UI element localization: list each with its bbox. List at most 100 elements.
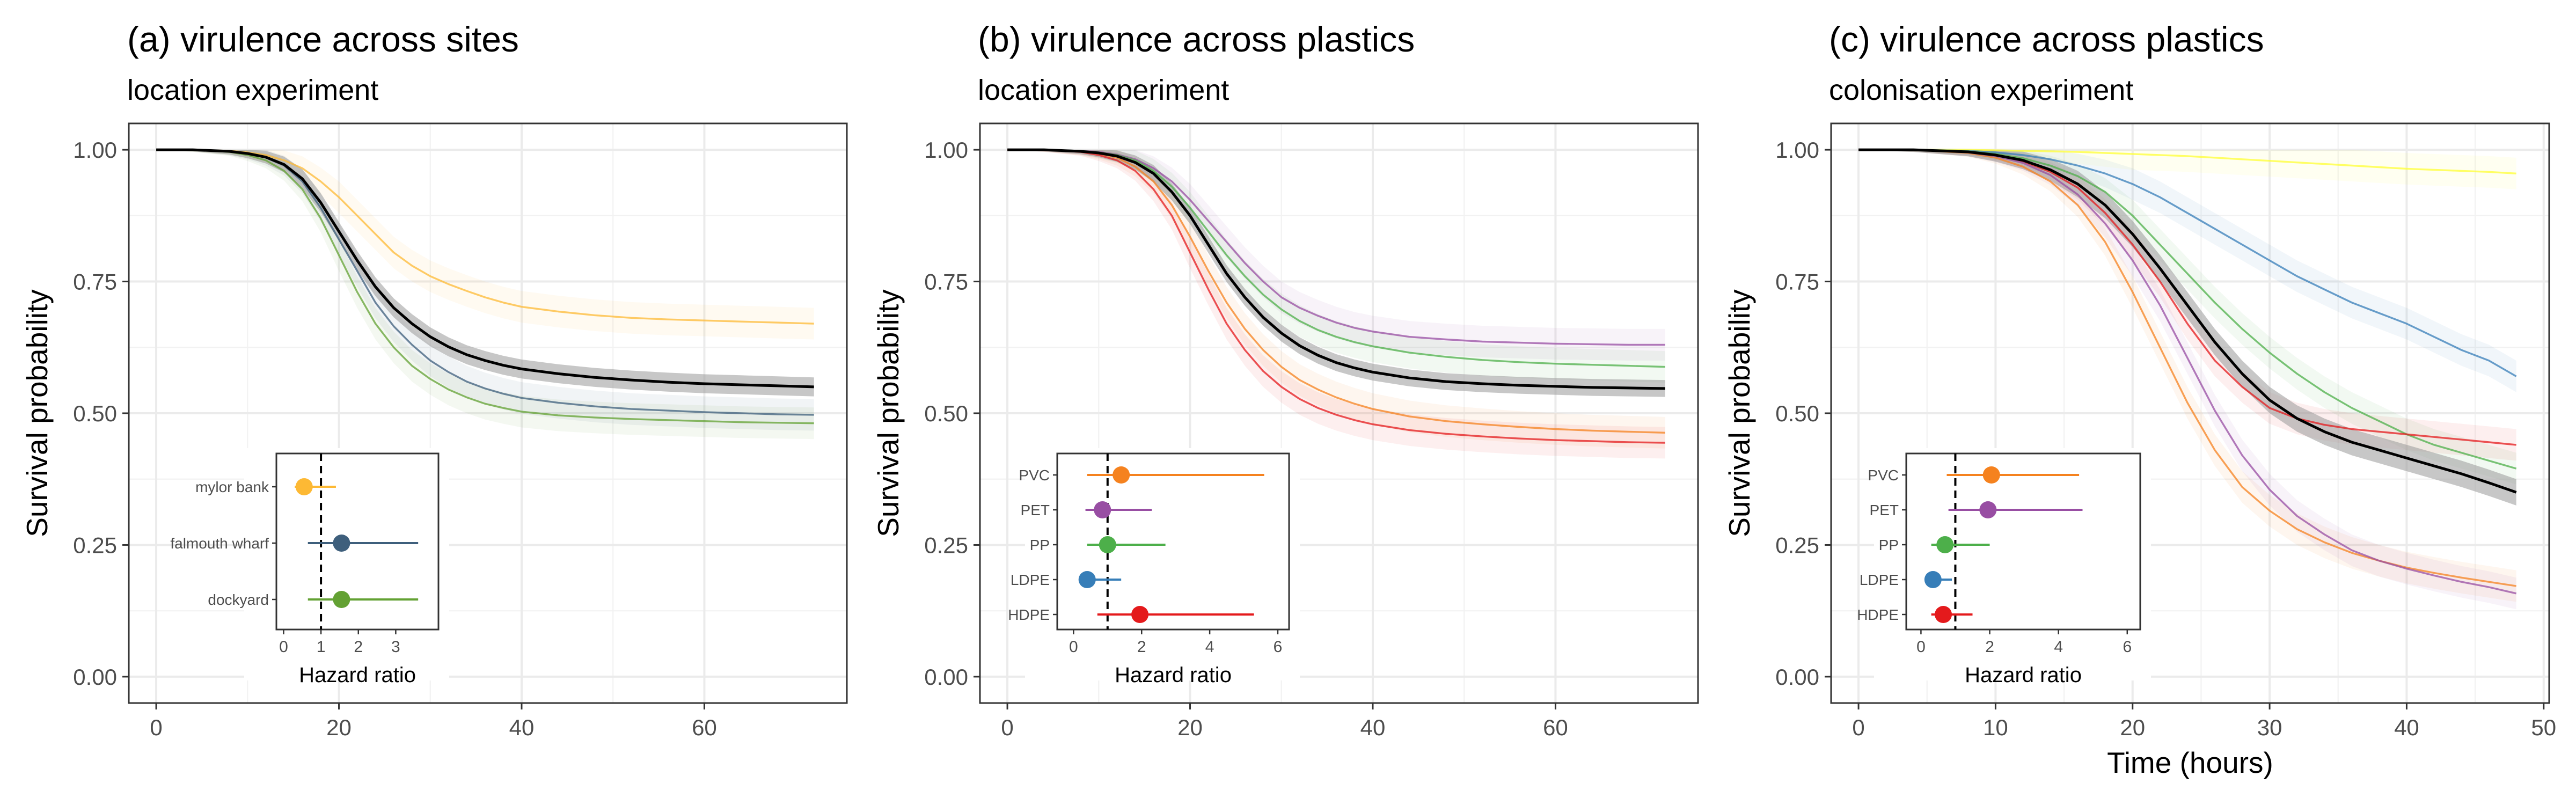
inset-row-label: PP <box>1030 537 1050 553</box>
y-tick-label: 0.25 <box>1775 532 1819 558</box>
inset-row-label: PP <box>1879 537 1899 553</box>
y-tick-label: 0.50 <box>73 401 117 426</box>
inset-x-axis-label: Hazard ratio <box>1115 663 1232 687</box>
y-tick-label: 0.75 <box>1775 269 1819 295</box>
inset-point-pet <box>1094 501 1111 518</box>
inset-x-tick-label: 0 <box>1069 638 1078 656</box>
inset-row-label: PVC <box>1019 467 1050 484</box>
yellow-series-band <box>1858 150 2516 189</box>
y-tick-label: 0.25 <box>73 532 117 558</box>
pet-curve <box>1858 149 2517 595</box>
inset-point-pp <box>1936 536 1954 553</box>
panel-c-title: (c) virulence across plastics <box>1829 19 2264 59</box>
inset-row-label: HDPE <box>1008 606 1050 623</box>
inset-point-mylor-bank <box>295 478 313 495</box>
inset-x-tick-label: 2 <box>1985 638 1994 656</box>
pvc-band <box>1007 150 1665 449</box>
y-tick-label: 0.00 <box>924 664 968 690</box>
pp-curve <box>1007 149 1665 368</box>
inset-point-pet <box>1979 501 1997 518</box>
panel-a-inset: 0 1 2 3 Hazard ratio mylor bank falmouth wharf… <box>170 448 449 687</box>
x-tick-label: 40 <box>1360 715 1386 740</box>
inset-point-falmouth-wharf <box>333 535 350 552</box>
inset-row-label: LDPE <box>1011 572 1050 588</box>
inset-point-pvc <box>1982 466 2000 484</box>
pet-band <box>1007 150 1665 361</box>
x-tick-label: 30 <box>2257 715 2282 740</box>
inset-row-label: PET <box>1021 502 1050 518</box>
panel-a-curves <box>156 148 814 440</box>
y-tick-label: 0.75 <box>924 269 968 295</box>
dockyard-curve <box>156 149 814 425</box>
inset-x-axis-label: Hazard ratio <box>1965 663 2082 687</box>
inset-x-tick-label: 2 <box>354 638 363 656</box>
inset-row-label: HDPE <box>1857 606 1899 623</box>
x-tick-label: 20 <box>326 715 352 740</box>
x-tick-label: 0 <box>1852 715 1864 740</box>
inset-point-dockyard <box>333 591 350 608</box>
panel-a-title: (a) virulence across sites <box>127 19 519 59</box>
x-tick-label: 60 <box>1543 715 1568 740</box>
x-tick-label: 0 <box>150 715 162 740</box>
x-tick-label: 50 <box>2531 715 2556 740</box>
inset-x-tick-label: 4 <box>1205 638 1214 656</box>
inset-border <box>1056 452 1290 631</box>
inset-x-tick-label: 2 <box>1137 638 1146 656</box>
inset-point-hdpe <box>1131 606 1149 623</box>
ldpe-curve <box>1858 149 2517 377</box>
overall-curve <box>1858 148 2517 494</box>
panel-c-y-axis-label: Survival probability <box>1723 289 1756 537</box>
pvc-curve <box>1007 149 1665 434</box>
panel-a-y-axis-label: Survival probability <box>20 289 54 537</box>
panel-c-x-axis-label: Time (hours) <box>2107 746 2273 779</box>
x-tick-label: 10 <box>1983 715 2008 740</box>
hdpe-curve <box>1007 149 1665 444</box>
x-tick-label: 60 <box>692 715 717 740</box>
panel-a: (a) virulence across sites location exper… <box>20 19 848 740</box>
y-tick-label: 0.00 <box>1775 664 1819 690</box>
panel-c-inset: 0 2 4 6 Hazard ratio PVC PET PP LDPE HDPE <box>1857 448 2151 687</box>
dockyard-band <box>156 150 814 440</box>
y-tick-label: 0.25 <box>924 532 968 558</box>
inset-row-label: LDPE <box>1860 572 1899 588</box>
panel-b-inset: 0 2 4 6 Hazard ratio PVC PET PP LDPE HDPE <box>1008 448 1300 687</box>
mylor-bank-band <box>156 150 814 340</box>
hdpe-band <box>1007 150 1665 459</box>
yellow-series-curve <box>1858 149 2516 174</box>
ldpe-band <box>1858 150 2516 392</box>
x-tick-label: 20 <box>1177 715 1203 740</box>
inset-row-label: dockyard <box>208 591 269 608</box>
x-tick-label: 0 <box>1001 715 1013 740</box>
panel-b-y-axis-label: Survival probability <box>872 289 905 537</box>
inset-x-tick-label: 6 <box>1274 638 1283 656</box>
panel-a-subtitle: location experiment <box>127 74 378 106</box>
hdpe-band <box>1858 150 2516 461</box>
inset-point-ldpe <box>1078 571 1096 588</box>
inset-x-tick-label: 6 <box>2123 638 2132 656</box>
pp-band <box>1858 150 2516 485</box>
x-tick-label: 40 <box>509 715 535 740</box>
overall-confidence-band <box>156 150 814 397</box>
panel-b-title: (b) virulence across plastics <box>978 19 1415 59</box>
mylor-bank-curve <box>156 149 814 325</box>
panel-b: (b) virulence across plastics location ex… <box>872 19 1699 740</box>
inset-row-label: PET <box>1870 502 1899 518</box>
inset-x-tick-label: 3 <box>391 638 400 656</box>
panel-c-subtitle: colonisation experiment <box>1829 74 2133 106</box>
panel-b-subtitle: location experiment <box>978 74 1229 106</box>
inset-point-pp <box>1099 536 1116 553</box>
x-tick-label: 40 <box>2394 715 2419 740</box>
inset-row-label: PVC <box>1868 467 1899 484</box>
panel-c-curves <box>1858 148 2517 610</box>
y-tick-label: 0.75 <box>73 269 117 295</box>
inset-x-tick-label: 0 <box>1916 638 1926 656</box>
inset-x-tick-label: 1 <box>317 638 326 656</box>
panel-b-curves <box>1007 148 1665 459</box>
y-tick-label: 1.00 <box>924 137 968 163</box>
overall-curve <box>1007 148 1665 390</box>
y-tick-label: 1.00 <box>73 137 117 163</box>
inset-point-ldpe <box>1924 571 1942 588</box>
inset-x-tick-label: 0 <box>279 638 288 656</box>
y-tick-label: 0.00 <box>73 664 117 690</box>
